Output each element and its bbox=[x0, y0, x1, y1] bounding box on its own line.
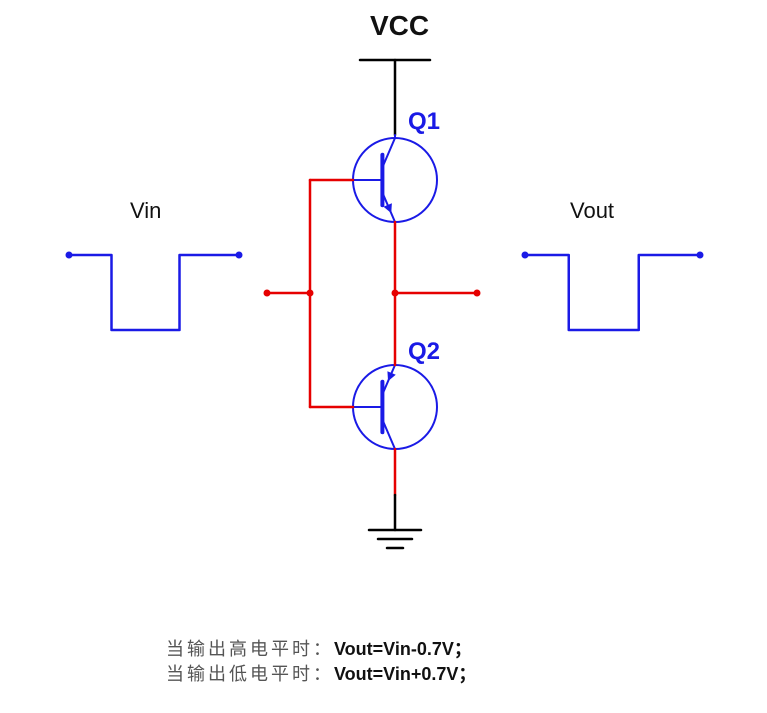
q2-label: Q2 bbox=[408, 338, 440, 366]
vin-label: Vin bbox=[130, 198, 161, 224]
vcc-label: VCC bbox=[370, 10, 429, 42]
vout-label: Vout bbox=[570, 198, 614, 224]
circuit-svg bbox=[0, 0, 767, 713]
note-high: 当输出高电平时：Vout=Vin-0.7V； bbox=[166, 635, 472, 661]
note-low: 当输出低电平时：Vout=Vin+0.7V； bbox=[166, 660, 476, 686]
q1-label: Q1 bbox=[408, 108, 440, 136]
circuit-diagram: VCC Q1 Q2 Vin Vout 当输出高电平时：Vout=Vin-0.7V… bbox=[0, 0, 767, 713]
